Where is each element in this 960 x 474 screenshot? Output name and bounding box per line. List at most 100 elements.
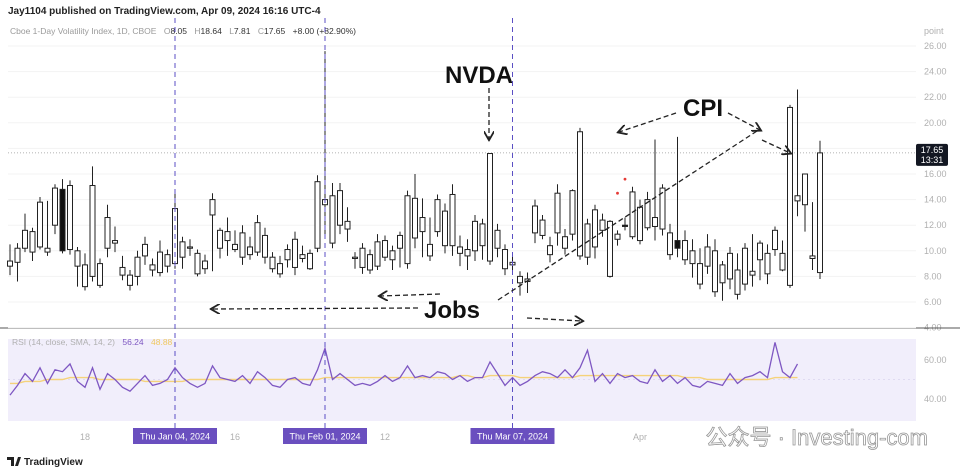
candle-body xyxy=(674,240,681,249)
candle-body xyxy=(142,243,148,257)
last-price-box xyxy=(916,143,948,166)
signal-dot xyxy=(616,191,619,195)
cpi-arrow-left xyxy=(619,112,677,132)
candle-body xyxy=(502,249,508,270)
cpi-annotation: CPI xyxy=(683,95,723,122)
candle-body xyxy=(464,249,471,257)
candle-body xyxy=(427,243,433,257)
candle-body xyxy=(764,252,771,275)
price-axis-unit: point xyxy=(924,26,944,36)
candle-body xyxy=(599,219,606,231)
event-date-badge xyxy=(470,428,555,444)
low-value: 7.81 xyxy=(234,26,251,36)
candle-body xyxy=(562,236,568,249)
time-tick-label: 18 xyxy=(80,432,90,442)
last-price-countdown: 13:31 xyxy=(921,155,944,165)
candle-body xyxy=(577,131,583,257)
candle-body xyxy=(479,223,486,247)
jobs-arrow-jan xyxy=(212,308,419,309)
candle-body xyxy=(442,210,448,247)
candle-body xyxy=(517,275,523,284)
candle-body xyxy=(449,193,456,247)
price-tick-label: 12.00 xyxy=(924,220,947,230)
rsi-line xyxy=(9,342,799,396)
rsi-tick-label: 40.00 xyxy=(924,394,947,404)
time-tick-label: 16 xyxy=(230,432,240,442)
candle-body xyxy=(284,249,291,261)
candle-body xyxy=(29,231,36,253)
candle-series xyxy=(7,51,823,301)
open-label: O xyxy=(164,26,171,36)
candle-body xyxy=(584,223,591,258)
candle-body xyxy=(337,190,343,226)
candle-body xyxy=(37,201,43,248)
time-tick-label: Apr xyxy=(633,432,647,442)
event-date-badge xyxy=(283,428,367,444)
rsi-label-line: RSI (14, close, SMA, 14, 2) 56.24 48.88 xyxy=(12,337,173,347)
candle-body xyxy=(772,229,778,251)
signal-dot xyxy=(623,177,627,181)
change-value: +8.00 (+82.90%) xyxy=(293,26,356,36)
candle-body xyxy=(614,233,621,240)
candle-body xyxy=(374,241,381,267)
candle-body xyxy=(14,247,21,263)
candle-body xyxy=(112,240,118,244)
publisher-line: Jay1104 published on TradingView.com, Ap… xyxy=(8,6,321,17)
price-axis[interactable]: point 26.0024.0022.0020.0018.0016.0014.0… xyxy=(924,26,947,333)
price-tick-label: 8.00 xyxy=(924,271,942,281)
rsi-panel[interactable]: RSI (14, close, SMA, 14, 2) 56.24 48.88 … xyxy=(8,337,947,421)
tradingview-brand: TradingView xyxy=(24,457,83,468)
candle-body xyxy=(592,209,598,248)
last-price-value: 17.65 xyxy=(921,145,944,155)
candle-body xyxy=(637,206,643,242)
high-label: H xyxy=(194,26,200,36)
candle-body xyxy=(202,260,208,270)
candle-body xyxy=(749,270,756,276)
candle-body xyxy=(82,264,88,288)
candle-body xyxy=(119,266,126,276)
candle-body xyxy=(712,250,718,293)
candle-body xyxy=(52,187,58,226)
event-date-label: Thu Feb 01, 2024 xyxy=(289,432,360,442)
candle-body xyxy=(419,217,426,233)
candle-body xyxy=(194,252,201,275)
candle-body xyxy=(727,252,733,280)
time-tick-label: 12 xyxy=(380,432,390,442)
price-tick-label: 26.00 xyxy=(924,41,947,51)
close-value: 17.65 xyxy=(264,26,286,36)
event-date-label: Thu Mar 07, 2024 xyxy=(477,432,548,442)
candle-body xyxy=(164,254,171,267)
cpi-diagonal xyxy=(497,130,758,301)
candle-body xyxy=(457,246,463,254)
rsi-tick-label: 60.00 xyxy=(924,355,947,365)
candle-body xyxy=(412,197,418,239)
candle-body xyxy=(802,173,808,206)
candle-body xyxy=(134,256,141,277)
candle-body xyxy=(157,251,163,274)
candle-body xyxy=(539,219,546,236)
candle-body xyxy=(659,187,666,230)
candle-body xyxy=(104,217,111,249)
candle-body xyxy=(689,250,696,265)
candle-body xyxy=(547,245,553,256)
time-axis[interactable]: Thu Jan 04, 2024 Thu Feb 01, 2024 Thu Mar … xyxy=(80,428,647,444)
rsi-sma-value: 48.88 xyxy=(151,337,173,347)
jobs-arrow-mar xyxy=(526,318,582,321)
jobs-annotation: Jobs xyxy=(424,297,480,324)
candle-body xyxy=(352,256,358,259)
tradingview-logo[interactable]: TradingView xyxy=(7,457,83,468)
candle-body xyxy=(127,274,133,286)
candle-body xyxy=(404,195,411,265)
candle-body xyxy=(742,247,748,285)
candle-body xyxy=(44,247,51,253)
high-value: 18.64 xyxy=(201,26,223,36)
price-tick-label: 14.00 xyxy=(924,195,947,205)
candle-body xyxy=(794,195,801,202)
tradingview-logo-icon xyxy=(7,457,21,466)
candle-body xyxy=(277,263,283,275)
candle-body xyxy=(292,238,298,268)
candle-body xyxy=(757,242,763,261)
annotations: NVDA CPI Jobs xyxy=(212,62,790,324)
candle-body xyxy=(697,263,703,285)
